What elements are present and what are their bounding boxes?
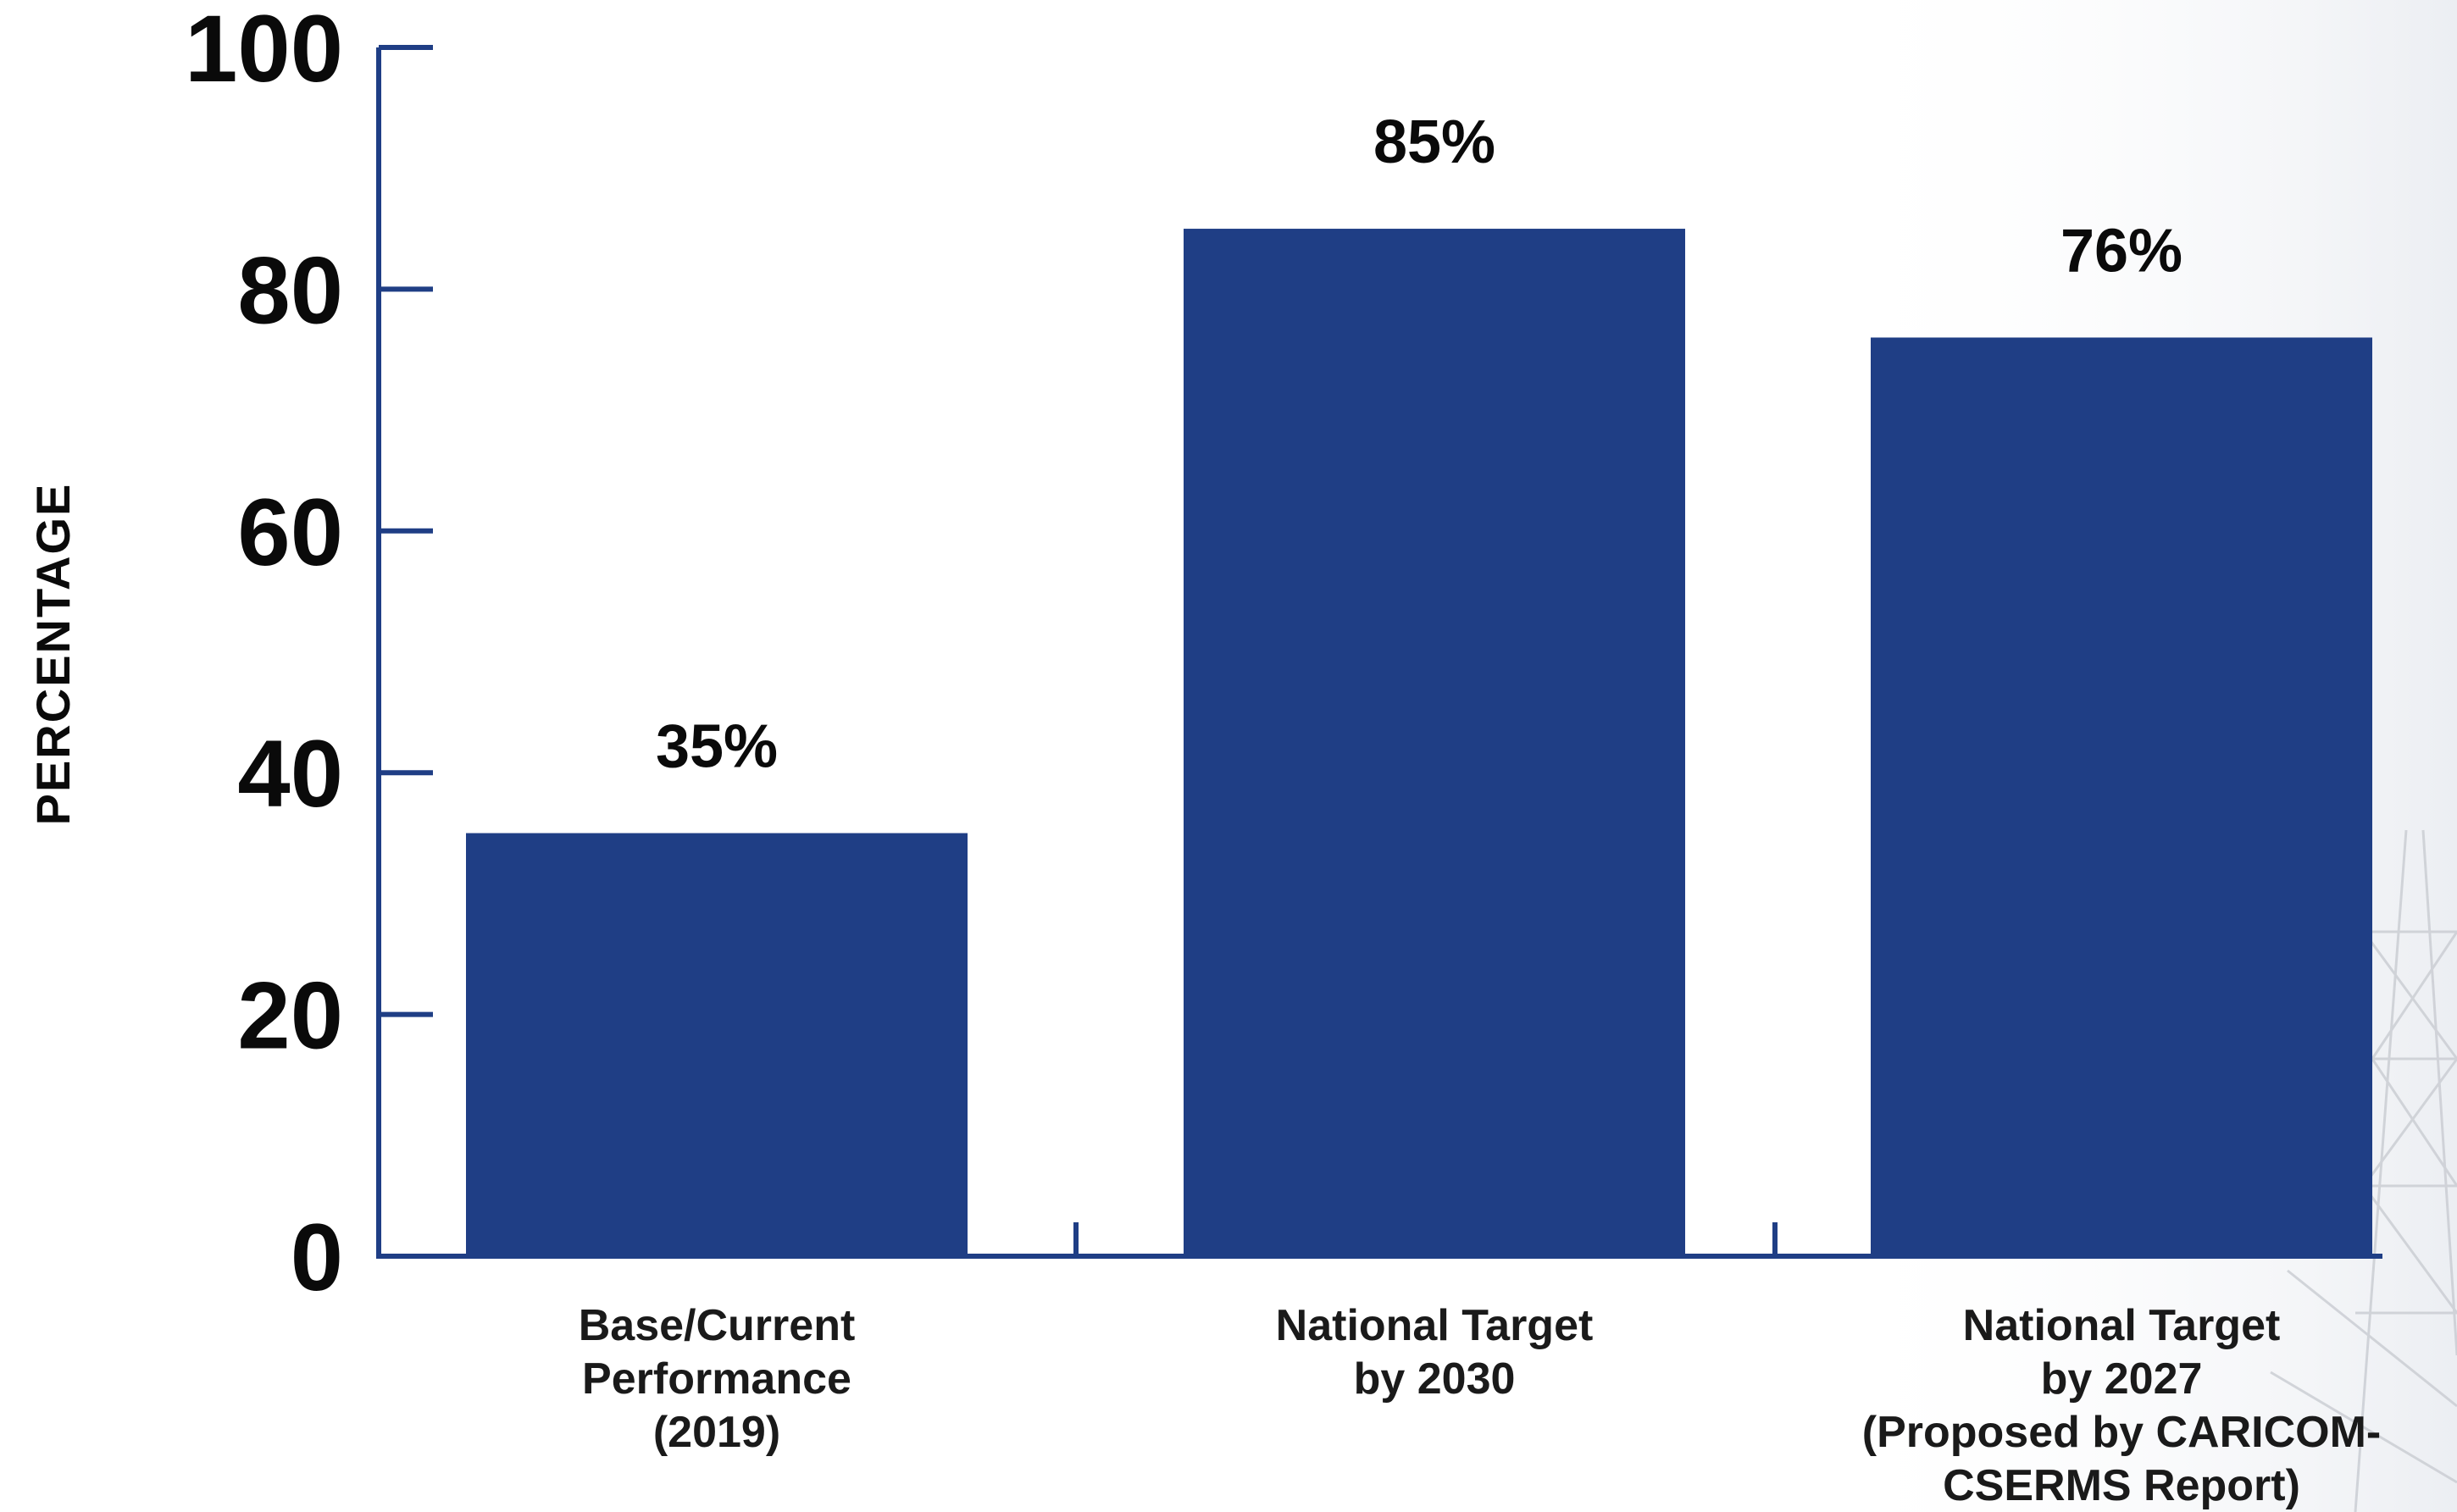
category-label-1-line-1: Base/Current	[579, 1301, 856, 1350]
y-tick-label-20: 20	[237, 963, 343, 1069]
category-label-2: National Target by 2030	[1276, 1301, 1594, 1404]
category-labels: Base/Current Performance (2019) National Ta…	[579, 1301, 2382, 1510]
y-tick-label-40: 40	[237, 721, 343, 827]
category-label-3-line-4: CSERMS Report)	[1943, 1461, 2300, 1510]
axes	[376, 47, 2382, 1259]
category-label-3-line-2: by 2027	[2041, 1354, 2203, 1404]
category-label-1: Base/Current Performance (2019)	[579, 1301, 856, 1457]
power-pylon-decoration	[2270, 829, 2457, 1512]
category-label-1-line-2: Performance	[582, 1354, 851, 1404]
y-tick-label-0: 0	[291, 1205, 343, 1310]
value-label-3: 76%	[2060, 217, 2182, 285]
bars	[466, 229, 2372, 1257]
value-labels: 35% 85% 76%	[656, 108, 2182, 781]
bar-1	[466, 833, 968, 1256]
category-label-3: National Target by 2027 (Proposed by CARIC…	[1862, 1301, 2381, 1510]
value-label-2: 85%	[1373, 108, 1495, 176]
y-tick-label-80: 80	[237, 237, 343, 343]
category-label-3-line-3: (Proposed by CARICOM-	[1862, 1408, 2381, 1457]
category-label-2-line-2: by 2030	[1354, 1354, 1516, 1404]
y-tick-label-100: 100	[185, 0, 343, 102]
y-tick-label-60: 60	[237, 479, 343, 585]
y-axis-title: PERCENTAGE	[26, 483, 80, 826]
y-axis-title-group: PERCENTAGE	[26, 483, 80, 826]
value-label-1: 35%	[656, 713, 778, 781]
bar-3	[1871, 337, 2372, 1257]
y-ticks: 0 20 40 60 80 100	[185, 0, 433, 1310]
category-label-2-line-1: National Target	[1276, 1301, 1594, 1350]
bar-2	[1184, 229, 1685, 1256]
category-label-3-line-1: National Target	[1963, 1301, 2281, 1350]
category-label-1-line-3: (2019)	[653, 1408, 780, 1457]
